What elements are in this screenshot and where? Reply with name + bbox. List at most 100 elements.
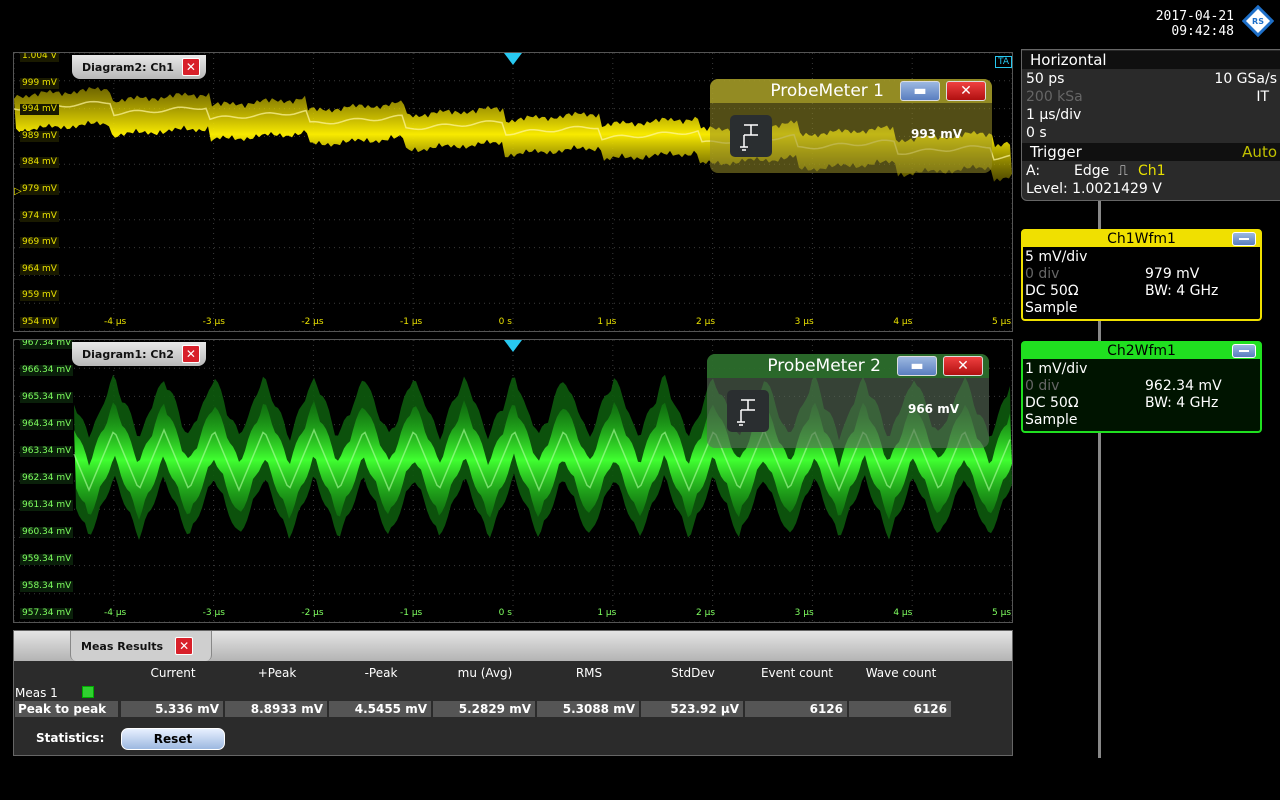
y-tick-label: 965.34 mV <box>20 392 74 403</box>
x-tick-label: 2 µs <box>696 608 716 618</box>
meas-close-button[interactable]: ✕ <box>175 637 194 655</box>
horizontal-position-text: 0 s <box>1026 125 1047 141</box>
y-tick-label: 999 mV <box>20 77 59 89</box>
ch1wfm1-panel[interactable]: Ch1Wfm1 5 mV/div 0 div 979 mV DC 50Ω BW: 4… <box>1021 229 1262 321</box>
y-tick-label: 964 mV <box>20 263 59 275</box>
y-tick-label: 967.34 mV <box>20 339 74 349</box>
x-tick-label: 1 µs <box>597 608 617 618</box>
meas-tab-label: Meas Results <box>81 639 164 653</box>
x-tick-label: 4 µs <box>893 608 913 618</box>
meas-enable-checkbox[interactable] <box>82 686 94 698</box>
ch2wfm1-panel[interactable]: Ch2Wfm1 1 mV/div 0 div 962.34 mV DC 50Ω BW… <box>1021 341 1262 433</box>
x-tick-label: 0 s <box>498 317 512 327</box>
acq-mode-text: IT <box>1256 89 1269 105</box>
ch1-coupling-text: DC 50Ω <box>1025 283 1079 299</box>
meas-column-header: Event count <box>760 666 834 680</box>
probemeter1-minimize-button[interactable]: ▬ <box>900 81 940 101</box>
meas-column-header: mu (Avg) <box>457 666 513 680</box>
y-tick-label: 984 mV <box>20 157 59 169</box>
ch1-offset-marker[interactable]: ▷ <box>14 186 22 197</box>
trigger-position-marker[interactable] <box>504 53 522 67</box>
reset-button[interactable]: Reset <box>121 728 225 750</box>
trigger-position-marker-2[interactable] <box>504 340 522 354</box>
resolution-text: 50 ps <box>1026 71 1065 87</box>
date-text: 2017-04-21 <box>1155 9 1234 24</box>
y-tick-label: 994 mV <box>20 104 59 116</box>
meas-value-cell: 6126 <box>745 701 847 717</box>
x-tick-label: -1 µs <box>400 317 423 327</box>
meas-results-panel[interactable]: Meas Results ✕ Current +Peak -Peak mu (Avg)… <box>13 630 1013 756</box>
meas-group-label: Meas 1 <box>15 686 58 700</box>
probemeter1-panel[interactable]: ProbeMeter 1 ▬ ✕ 993 mV <box>710 79 992 173</box>
meas-column-header: RMS <box>575 666 603 680</box>
trigger-header[interactable]: Trigger Auto <box>1022 143 1280 161</box>
rohde-schwarz-logo: RS <box>1242 5 1274 37</box>
probemeter2-panel[interactable]: ProbeMeter 2 ▬ ✕ 966 mV <box>707 354 989 448</box>
meas-value-cell: 6126 <box>849 701 951 717</box>
rising-edge-icon: ⎍ <box>1118 163 1128 179</box>
ch2-scale-text: 1 mV/div <box>1025 361 1088 377</box>
ch1-offset-text: 979 mV <box>1145 266 1200 282</box>
meas-value-cell: 4.5455 mV <box>329 701 431 717</box>
ch2wfm1-title: Ch2Wfm1 <box>1107 343 1176 359</box>
meas-column-header: Wave count <box>865 666 937 680</box>
probemeter2-title: ProbeMeter 2 <box>767 356 881 376</box>
ch2-offset-text: 962.34 mV <box>1145 378 1222 394</box>
diagram1-tab[interactable]: Diagram1: Ch2 ✕ <box>72 342 206 366</box>
datetime-display: 2017-04-21 09:42:48 <box>1156 9 1234 39</box>
meas-column-header: +Peak <box>257 666 297 680</box>
x-tick-label: -4 µs <box>104 608 127 618</box>
ch2-offset-div: 0 div <box>1025 378 1060 394</box>
ch1-offset-div: 0 div <box>1025 266 1060 282</box>
y-tick-label: 959.34 mV <box>20 554 74 565</box>
ch2wfm1-minimize-button[interactable] <box>1232 344 1256 358</box>
diagram2-close-button[interactable]: ✕ <box>181 58 200 76</box>
trigger-level-marker[interactable]: TA <box>995 56 1012 68</box>
trigger-level-text: Level: 1.0021429 V <box>1026 181 1162 197</box>
y-tick-label: 963.34 mV <box>20 446 74 457</box>
diagram2-tab[interactable]: Diagram2: Ch1 ✕ <box>72 55 206 79</box>
y-tick-label: 966.34 mV <box>20 365 74 376</box>
ch1wfm1-minimize-button[interactable] <box>1232 232 1256 246</box>
trigger-source-label: A: <box>1026 163 1041 179</box>
horizontal-header[interactable]: Horizontal <box>1022 51 1280 69</box>
meas-value-cell: 5.2829 mV <box>433 701 535 717</box>
x-tick-label: 2 µs <box>696 317 716 327</box>
trigger-title: Trigger <box>1030 143 1082 161</box>
diagram1-tab-label: Diagram1: Ch2 <box>82 347 174 361</box>
x-tick-label: -1 µs <box>400 608 423 618</box>
meas-column-header: StdDev <box>671 666 715 680</box>
ch1wfm1-title: Ch1Wfm1 <box>1107 231 1176 247</box>
time-scale-text: 1 µs/div <box>1026 107 1082 123</box>
trigger-source-text: Ch1 <box>1138 163 1166 179</box>
x-tick-label: -4 µs <box>104 317 127 327</box>
meas-results-tab[interactable]: Meas Results ✕ <box>70 631 212 661</box>
y-tick-label: 989 mV <box>20 130 59 142</box>
x-tick-label: -2 µs <box>301 608 324 618</box>
diagram1-close-button[interactable]: ✕ <box>181 345 200 363</box>
y-tick-label: 954 mV <box>20 317 59 328</box>
ch1-acq-text: Sample <box>1025 300 1078 316</box>
y-tick-label: 1.004 V <box>20 52 59 62</box>
time-text: 09:42:48 <box>1171 24 1234 39</box>
meas-value-cell: 8.8933 mV <box>225 701 327 717</box>
x-tick-label: 0 s <box>498 608 512 618</box>
diagram2-tab-label: Diagram2: Ch1 <box>82 60 174 74</box>
y-tick-label: 958.34 mV <box>20 581 74 592</box>
probemeter1-value: 993 mV <box>910 127 962 141</box>
meas-value-cell: 5.336 mV <box>121 701 223 717</box>
ch2-bw-text: BW: 4 GHz <box>1145 395 1219 411</box>
x-tick-label: 3 µs <box>794 317 814 327</box>
ch1-bw-text: BW: 4 GHz <box>1145 283 1219 299</box>
x-tick-label: 3 µs <box>794 608 814 618</box>
ch2-acq-text: Sample <box>1025 412 1078 428</box>
y-tick-label: 962.34 mV <box>20 473 74 484</box>
x-tick-label: -3 µs <box>202 317 225 327</box>
probemeter2-close-button[interactable]: ✕ <box>943 356 983 376</box>
probemeter2-minimize-button[interactable]: ▬ <box>897 356 937 376</box>
y-tick-label: 979 mV <box>20 184 59 195</box>
probemeter1-close-button[interactable]: ✕ <box>946 81 986 101</box>
y-tick-label: 959 mV <box>20 290 59 302</box>
horizontal-trigger-panel[interactable]: Horizontal 50 ps 10 GSa/s 200 kSa IT 1 µs/… <box>1021 49 1280 201</box>
meas-column-header: -Peak <box>364 666 398 680</box>
